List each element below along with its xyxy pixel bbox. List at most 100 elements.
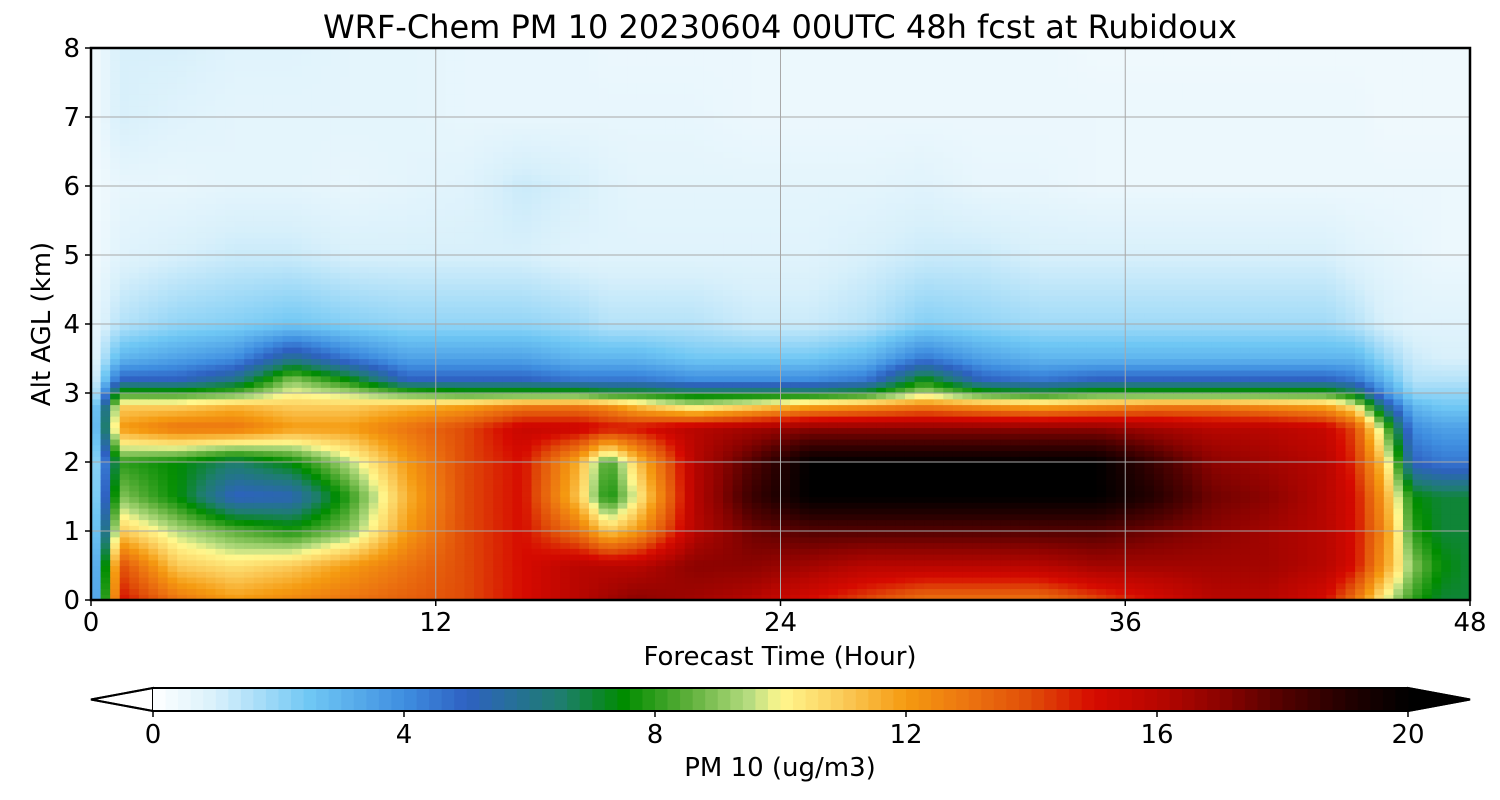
heatmap-cell [646,467,657,475]
heatmap-cell [177,548,188,555]
heatmap-cell [110,416,121,423]
heatmap-cell [790,502,801,509]
heatmap-cell [512,554,523,561]
heatmap-cell [407,571,418,578]
heatmap-cell [1173,525,1184,532]
heatmap-cell [1422,421,1433,429]
heatmap-cell [742,531,753,538]
heatmap-cell [837,479,849,486]
heatmap-cell [646,542,657,549]
heatmap-cell [1000,519,1011,526]
heatmap-cell [359,536,370,544]
heatmap-cell [474,439,485,446]
heatmap-cell [560,559,571,567]
heatmap-cell [1221,525,1232,532]
heatmap-cell [1393,467,1404,475]
heatmap-cell [780,404,791,411]
heatmap-cell [952,439,964,446]
heatmap-cell [1067,577,1078,584]
heatmap-cell [512,404,523,411]
heatmap-cell [387,427,399,434]
heatmap-cell [1412,548,1423,555]
heatmap-cell [1077,502,1088,509]
heatmap-cell [196,427,207,434]
heatmap-cell [129,496,140,503]
heatmap-cell [1412,519,1423,526]
heatmap-cell [368,398,379,406]
heatmap-cell [311,502,322,509]
heatmap-cell [703,450,715,457]
heatmap-cell [541,531,552,538]
heatmap-cell [1125,519,1136,526]
heatmap-cell [1173,565,1184,572]
heatmap-cell [330,577,341,584]
heatmap-cell [684,496,695,503]
heatmap-cell [751,479,762,486]
heatmap-cell [1000,582,1011,590]
heatmap-cell [1010,594,1021,601]
heatmap-cell [263,444,274,452]
heatmap-cell [177,479,188,486]
heatmap-cell [1431,502,1442,509]
heatmap-cell [339,519,351,526]
heatmap-cell [1106,525,1117,532]
heatmap-cell [91,554,102,561]
heatmap-cell [1460,404,1471,411]
heatmap-cell [579,473,590,480]
heatmap-cell [723,462,734,469]
heatmap-cell [531,485,542,492]
heatmap-cell [1048,559,1059,567]
heatmap-cell [407,421,418,429]
heatmap-cell [837,444,849,452]
heatmap-cell [1393,456,1404,463]
heatmap-cell [914,439,925,446]
heatmap-cell [627,444,638,452]
heatmap-cell [521,433,533,440]
heatmap-cell [138,548,150,555]
heatmap-cell [550,485,561,492]
heatmap-cell [550,496,561,503]
heatmap-cell [828,473,839,480]
heatmap-cell [158,398,169,406]
heatmap-cell [502,588,513,595]
heatmap-cell [119,496,130,503]
heatmap-cell [339,416,351,423]
heatmap-cell [225,462,236,469]
heatmap-cell [378,410,389,417]
heatmap-cell [818,433,829,440]
heatmap-cell [330,559,341,567]
heatmap-cell [713,398,724,406]
heatmap-cell [1211,439,1222,446]
heatmap-cell [1029,565,1040,572]
heatmap-cell [119,536,130,544]
heatmap-cell [1259,427,1270,434]
heatmap-cell [933,548,944,555]
heatmap-cell [464,582,475,590]
heatmap-cell [799,536,810,544]
heatmap-cell [914,536,925,544]
heatmap-cell [253,525,264,532]
heatmap-cell [359,582,370,590]
heatmap-cell [435,416,446,423]
heatmap-cell [895,421,906,429]
heatmap-cell [952,525,964,532]
heatmap-cell [837,536,849,544]
heatmap-cell [770,508,782,515]
heatmap-cell [1010,427,1021,434]
heatmap-cell [847,536,858,544]
heatmap-cell [770,582,782,590]
heatmap-cell [359,496,370,503]
heatmap-cell [1019,421,1031,429]
heatmap-cell [1000,398,1011,406]
heatmap-cell [780,571,791,578]
heatmap-cell [617,594,628,601]
heatmap-cell [1067,485,1078,492]
heatmap-cell [818,582,829,590]
heatmap-cell [464,571,475,578]
heatmap-cell [895,548,906,555]
heatmap-cell [1307,439,1318,446]
heatmap-cell [1019,588,1031,595]
heatmap-cell [1335,513,1347,521]
heatmap-cell [1039,410,1050,417]
heatmap-cell [1039,398,1050,406]
